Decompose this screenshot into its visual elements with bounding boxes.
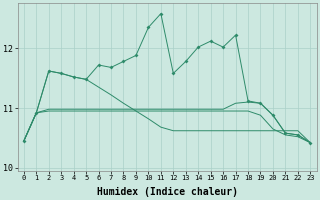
X-axis label: Humidex (Indice chaleur): Humidex (Indice chaleur)	[97, 186, 237, 197]
